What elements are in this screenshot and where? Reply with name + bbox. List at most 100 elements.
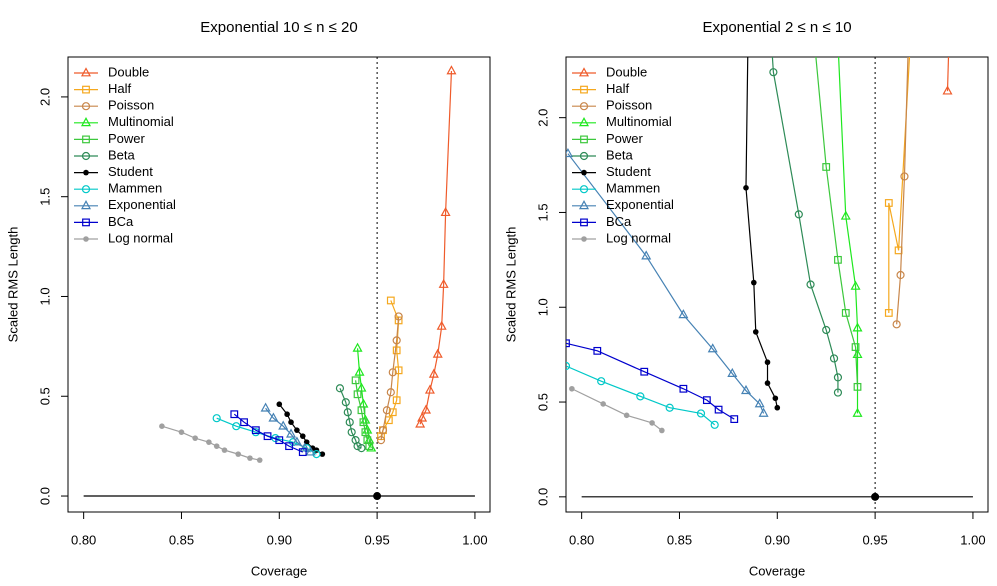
marker — [247, 455, 253, 461]
marker — [745, 39, 751, 45]
marker — [178, 429, 185, 435]
marker — [769, 68, 778, 77]
marker — [852, 322, 863, 332]
marker — [740, 384, 752, 395]
marker — [417, 412, 428, 422]
legend-label: Half — [108, 81, 132, 96]
marker — [365, 442, 374, 451]
marker — [384, 416, 393, 425]
legend-label: Exponential — [108, 197, 176, 212]
marker — [415, 418, 426, 428]
marker — [833, 373, 843, 382]
marker — [438, 278, 449, 288]
marker — [569, 385, 575, 392]
marker — [806, 280, 815, 289]
series-line — [233, 413, 304, 453]
marker — [768, 38, 775, 45]
x-tick-label: 0.85 — [667, 532, 692, 547]
legend-label: Exponential — [606, 197, 674, 212]
legend-marker — [81, 185, 91, 194]
marker — [593, 346, 602, 355]
series-line — [339, 388, 362, 449]
marker — [794, 210, 803, 219]
legend-label: Poisson — [606, 98, 652, 113]
legend-label: Half — [606, 81, 630, 96]
marker — [312, 450, 321, 459]
marker — [853, 382, 862, 391]
marker — [286, 428, 297, 438]
legend-marker — [83, 169, 89, 176]
marker — [829, 354, 839, 363]
marker — [707, 343, 718, 353]
marker — [386, 296, 395, 305]
marker — [730, 415, 739, 424]
legend-marker — [578, 200, 590, 210]
marker — [841, 309, 850, 317]
marker — [696, 409, 706, 418]
marker — [743, 185, 749, 191]
marker — [752, 329, 759, 335]
legend-marker — [581, 169, 587, 176]
legend-label: Student — [606, 164, 651, 179]
legend-label: Multinomial — [108, 114, 174, 129]
chart-title: Exponential 2 ≤ n ≤ 10 — [702, 19, 851, 36]
marker — [382, 406, 391, 415]
y-tick-label: 0.5 — [535, 393, 550, 411]
series-line — [815, 57, 859, 387]
legend-label: Mammen — [108, 181, 162, 196]
x-tick-label: 0.95 — [862, 532, 887, 547]
marker — [376, 436, 386, 445]
marker — [822, 325, 831, 335]
legend-label: Power — [606, 131, 644, 146]
legend-marker — [579, 185, 589, 194]
marker — [394, 312, 403, 321]
marker — [366, 442, 377, 452]
series-line — [566, 365, 716, 426]
legend-marker — [81, 102, 91, 111]
marker — [251, 426, 260, 435]
marker — [288, 419, 294, 425]
series-line — [354, 380, 370, 447]
marker — [945, 18, 953, 25]
legend-label: Double — [108, 64, 149, 79]
marker — [275, 436, 284, 445]
x-axis-label: Coverage — [251, 563, 307, 578]
plot-series — [159, 65, 457, 463]
legend-label: Beta — [606, 147, 634, 162]
marker — [678, 309, 689, 319]
marker — [424, 384, 435, 394]
marker — [298, 448, 307, 457]
marker — [764, 380, 771, 386]
marker — [623, 412, 630, 419]
marker — [833, 388, 843, 397]
marker — [566, 147, 573, 158]
marker — [884, 199, 893, 207]
legend-label: Beta — [108, 147, 136, 162]
marker — [659, 427, 665, 434]
marker — [335, 384, 345, 393]
marker — [392, 396, 401, 405]
marker — [900, 172, 909, 181]
marker — [436, 320, 447, 330]
marker — [378, 426, 388, 435]
legend-label: Power — [108, 131, 146, 146]
legend-marker — [82, 135, 90, 144]
marker — [834, 37, 842, 44]
marker — [566, 361, 571, 371]
marker — [758, 407, 769, 417]
marker — [343, 408, 352, 417]
y-tick-label: 0.0 — [535, 488, 550, 506]
series-line — [946, 57, 950, 92]
legend-marker — [80, 67, 92, 77]
marker — [263, 432, 272, 441]
marker — [772, 395, 779, 402]
y-tick-label: 1.5 — [37, 188, 52, 206]
y-tick-label: 2.0 — [37, 88, 52, 106]
marker — [352, 342, 363, 352]
plot-series — [566, 18, 953, 434]
marker — [432, 348, 443, 358]
legend-marker — [579, 102, 589, 111]
marker — [291, 436, 302, 446]
marker — [446, 65, 457, 75]
marker — [213, 443, 220, 449]
